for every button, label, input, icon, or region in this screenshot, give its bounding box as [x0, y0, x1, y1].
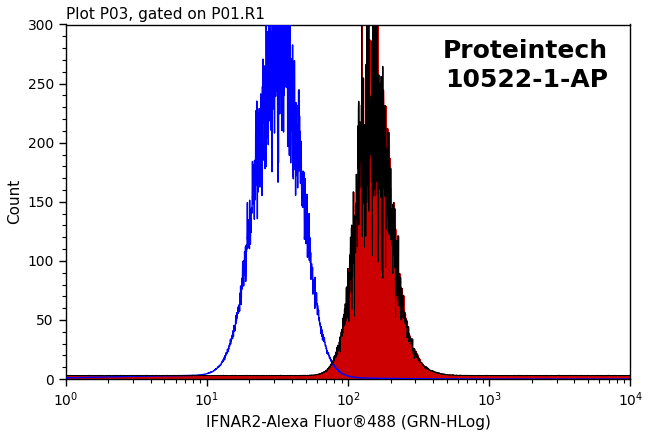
Text: Plot P03, gated on P01.R1: Plot P03, gated on P01.R1	[66, 7, 265, 22]
Y-axis label: Count: Count	[7, 179, 22, 225]
Text: Proteintech
10522-1-AP: Proteintech 10522-1-AP	[443, 39, 608, 92]
X-axis label: IFNAR2-Alexa Fluor®488 (GRN-HLog): IFNAR2-Alexa Fluor®488 (GRN-HLog)	[205, 415, 491, 430]
